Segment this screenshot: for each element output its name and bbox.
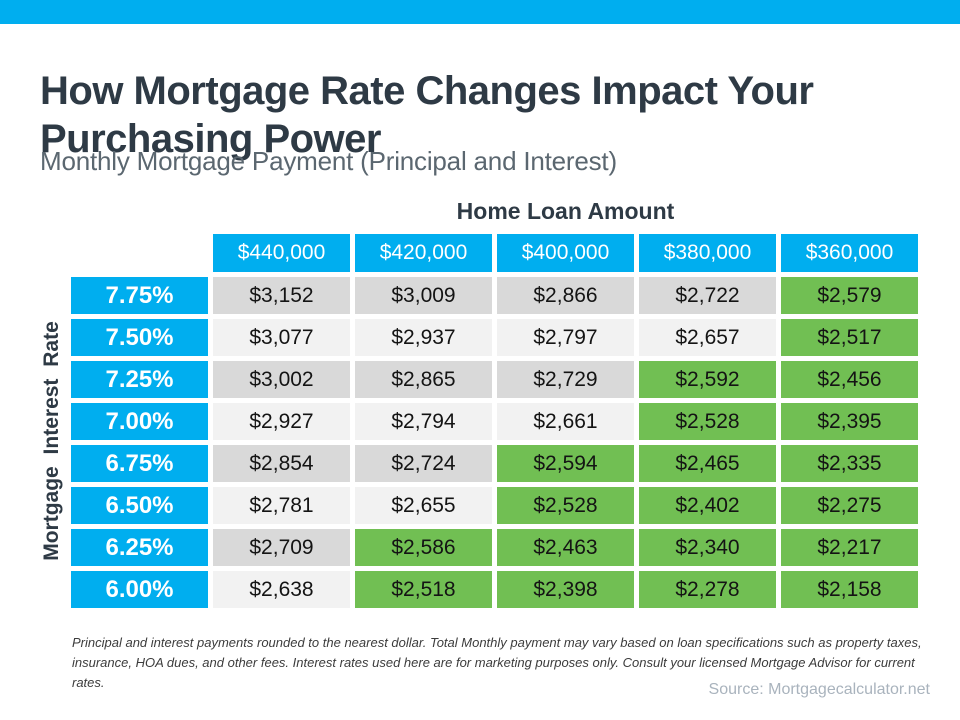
payment-cell-highlighted: $2,528 bbox=[639, 403, 776, 440]
payment-cell: $3,077 bbox=[213, 319, 350, 356]
payment-cell-highlighted: $2,463 bbox=[497, 529, 634, 566]
loan-amount-header: $440,000 bbox=[213, 234, 350, 272]
rate-cell: 6.75% bbox=[71, 445, 208, 482]
payment-cell: $2,937 bbox=[355, 319, 492, 356]
rate-cell: 7.25% bbox=[71, 361, 208, 398]
disclaimer-footnote: Principal and interest payments rounded … bbox=[72, 635, 922, 691]
payment-cell: $2,866 bbox=[497, 277, 634, 314]
payment-cell: $3,152 bbox=[213, 277, 350, 314]
payment-cell: $2,729 bbox=[497, 361, 634, 398]
column-group-label: Home Loan Amount bbox=[456, 198, 675, 224]
payment-cell-highlighted: $2,528 bbox=[497, 487, 634, 524]
loan-amount-header: $360,000 bbox=[781, 234, 918, 272]
loan-amount-header: $400,000 bbox=[497, 234, 634, 272]
page-title-line2: Purchasing Power bbox=[40, 116, 381, 161]
payment-cell-highlighted: $2,402 bbox=[639, 487, 776, 524]
payment-cell-highlighted: $2,275 bbox=[781, 487, 918, 524]
rate-cell: 7.00% bbox=[71, 403, 208, 440]
payment-cell-highlighted: $2,518 bbox=[355, 571, 492, 608]
payment-cell: $2,781 bbox=[213, 487, 350, 524]
rate-cell: 6.25% bbox=[71, 529, 208, 566]
payment-cell-highlighted: $2,158 bbox=[781, 571, 918, 608]
loan-amount-header: $380,000 bbox=[639, 234, 776, 272]
payment-cell: $2,724 bbox=[355, 445, 492, 482]
source-attribution: Source: Mortgagecalculator.net bbox=[708, 681, 930, 698]
payment-cell-highlighted: $2,465 bbox=[639, 445, 776, 482]
payment-cell-highlighted: $2,217 bbox=[781, 529, 918, 566]
payment-cell: $2,927 bbox=[213, 403, 350, 440]
payment-cell: $2,657 bbox=[639, 319, 776, 356]
loan-amount-header: $420,000 bbox=[355, 234, 492, 272]
payment-cell: $3,009 bbox=[355, 277, 492, 314]
payment-cell-highlighted: $2,398 bbox=[497, 571, 634, 608]
payment-cell: $2,709 bbox=[213, 529, 350, 566]
payment-cell: $2,655 bbox=[355, 487, 492, 524]
table-corner-cell bbox=[71, 234, 208, 272]
payment-cell: $2,797 bbox=[497, 319, 634, 356]
payment-cell: $2,854 bbox=[213, 445, 350, 482]
rate-cell: 7.75% bbox=[71, 277, 208, 314]
payment-cell-highlighted: $2,335 bbox=[781, 445, 918, 482]
page-title: How Mortgage Rate Changes Impact Your Pu… bbox=[40, 67, 814, 163]
payment-cell-highlighted: $2,456 bbox=[781, 361, 918, 398]
payment-cell-highlighted: $2,586 bbox=[355, 529, 492, 566]
page-title-line1: How Mortgage Rate Changes Impact Your bbox=[40, 68, 814, 113]
payment-cell: $2,865 bbox=[355, 361, 492, 398]
row-group-label: Mortgage Interest Rate bbox=[40, 321, 63, 561]
rate-cell: 6.50% bbox=[71, 487, 208, 524]
payment-cell-highlighted: $2,579 bbox=[781, 277, 918, 314]
payment-cell-highlighted: $2,592 bbox=[639, 361, 776, 398]
payment-cell: $2,638 bbox=[213, 571, 350, 608]
payment-cell-highlighted: $2,594 bbox=[497, 445, 634, 482]
payment-table: $440,000 $420,000 $400,000 $380,000 $360… bbox=[71, 234, 918, 608]
payment-cell: $2,722 bbox=[639, 277, 776, 314]
page-subtitle: Monthly Mortgage Payment (Principal and … bbox=[40, 146, 617, 176]
payment-cell: $2,661 bbox=[497, 403, 634, 440]
payment-cell: $2,794 bbox=[355, 403, 492, 440]
top-accent-bar bbox=[0, 0, 960, 24]
rate-cell: 7.50% bbox=[71, 319, 208, 356]
payment-cell-highlighted: $2,278 bbox=[639, 571, 776, 608]
rate-cell: 6.00% bbox=[71, 571, 208, 608]
payment-cell-highlighted: $2,517 bbox=[781, 319, 918, 356]
payment-cell-highlighted: $2,395 bbox=[781, 403, 918, 440]
payment-cell-highlighted: $2,340 bbox=[639, 529, 776, 566]
payment-cell: $3,002 bbox=[213, 361, 350, 398]
